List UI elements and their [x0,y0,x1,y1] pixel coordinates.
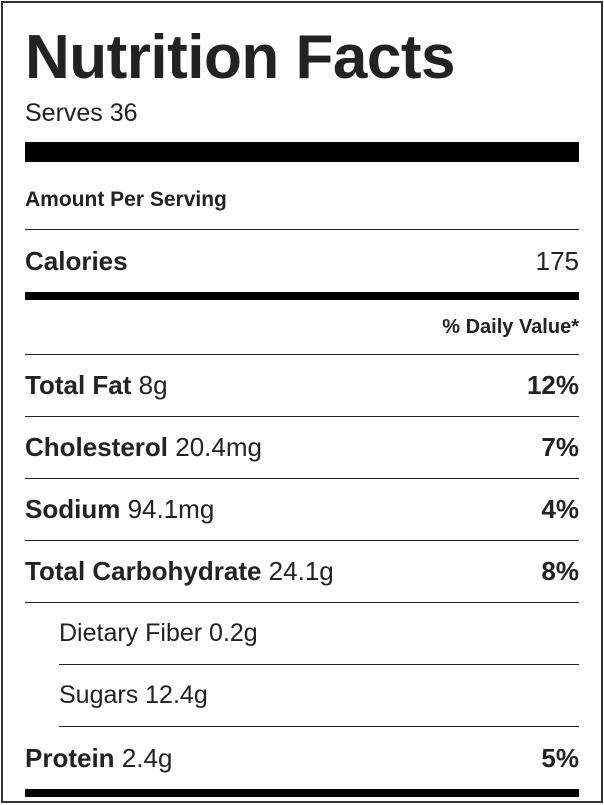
nutrient-row-cholesterol: Cholesterol 20.4mg 7% [25,417,579,479]
amount-per-serving-heading: Amount Per Serving [25,162,579,230]
nutrient-row-total-fat: Total Fat 8g 12% [25,355,579,417]
servings-text: Serves 36 [25,99,138,127]
nutrient-percent: 5% [541,742,579,773]
calories-row: Calories 175 [25,230,579,292]
nutrient-amount: 2.4g [121,742,173,773]
nutrient-name-amount: Total Fat 8g [25,370,168,401]
daily-value-header: % Daily Value* [25,300,579,355]
sub-nutrient-text: Dietary Fiber 0.2g [59,619,258,647]
nutrient-row-protein: Protein 2.4g 5% [25,727,579,789]
nutrient-name-amount: Sodium 94.1mg [25,494,214,525]
nutrient-percent: 8% [541,556,579,586]
bottom-divider [25,789,579,797]
sub-nutrient-row-dietary-fiber: Dietary Fiber 0.2g [59,603,579,665]
calories-label: Calories [25,245,128,276]
nutrient-name: Total Fat [25,370,132,400]
nutrient-name-amount: Protein 2.4g [25,743,172,774]
nutrient-row-sodium: Sodium 94.1mg 4% [25,479,579,541]
nutrient-amount: 94.1mg [127,494,215,524]
nutrient-percent: 7% [541,432,579,462]
thick-divider [25,142,579,162]
nutrient-amount: 20.4mg [175,432,262,462]
nutrient-amount: 8g [138,370,168,400]
sub-nutrient-row-sugars: Sugars 12.4g [59,665,579,727]
nutrient-name: Total Carbohydrate [25,556,262,586]
sub-nutrient-text: Sugars 12.4g [59,681,208,709]
nutrient-percent: 4% [541,494,579,524]
nutrient-name: Sodium [25,494,121,524]
nutrient-name: Protein [25,742,115,773]
label-title: Nutrition Facts [25,23,455,92]
nutrient-amount: 24.1g [268,556,334,586]
nutrient-row-total-carbohydrate: Total Carbohydrate 24.1g 8% [25,541,579,603]
nutrient-name-amount: Total Carbohydrate 24.1g [25,556,334,587]
calories-value: 175 [535,245,579,276]
nutrient-percent: 12% [526,370,579,400]
nutrient-name: Cholesterol [25,432,169,462]
nutrient-name-amount: Cholesterol 20.4mg [25,432,262,463]
medium-divider [25,292,579,300]
